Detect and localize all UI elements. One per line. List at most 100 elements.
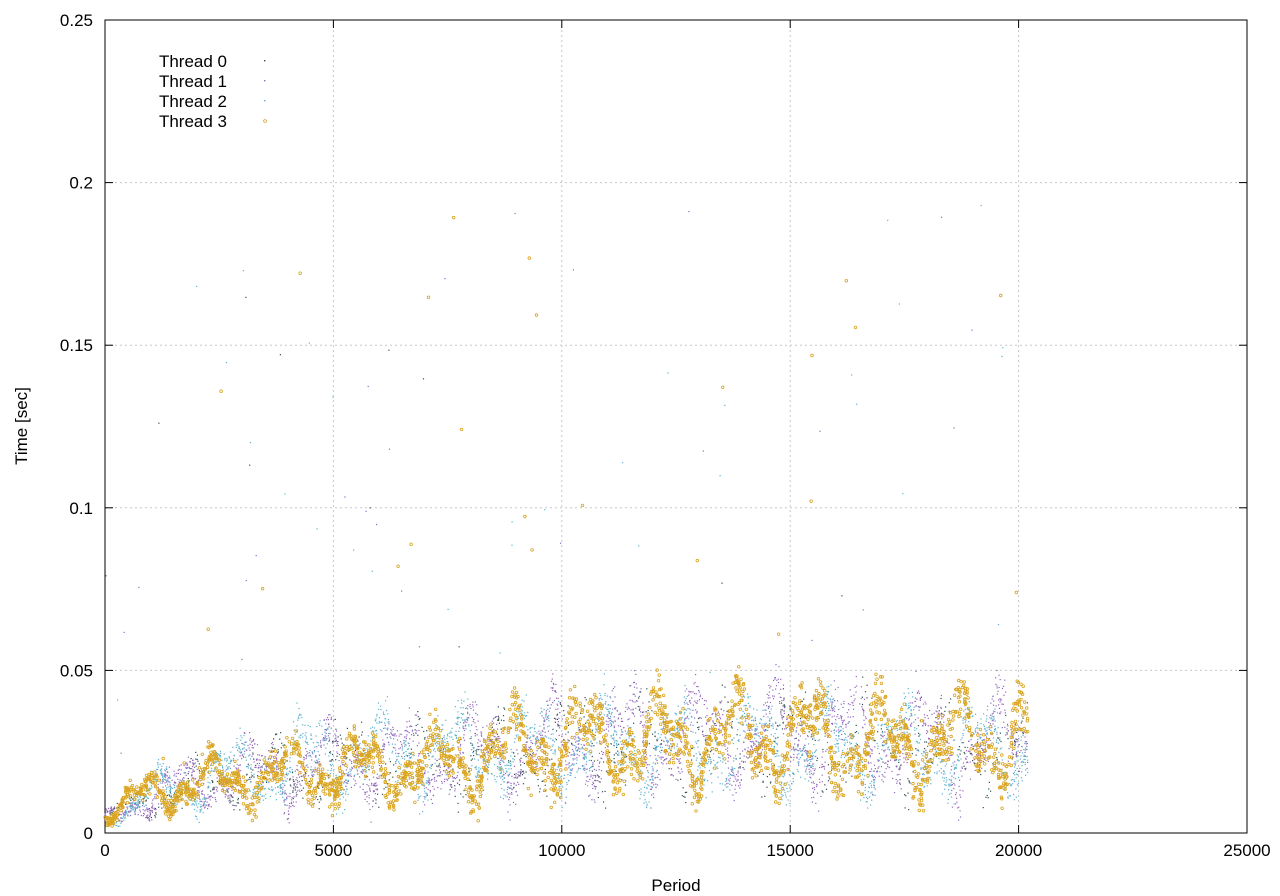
scatter-point bbox=[165, 775, 167, 777]
scatter-point bbox=[621, 779, 623, 781]
scatter-point bbox=[514, 741, 516, 743]
scatter-point bbox=[380, 709, 382, 711]
scatter-point bbox=[896, 782, 898, 784]
scatter-point bbox=[273, 750, 275, 752]
scatter-point bbox=[356, 751, 358, 753]
scatter-point bbox=[939, 713, 941, 715]
scatter-point bbox=[652, 762, 654, 764]
scatter-point bbox=[711, 782, 713, 784]
scatter-point bbox=[907, 758, 910, 760]
scatter-point bbox=[113, 809, 115, 811]
scatter-point bbox=[347, 773, 349, 775]
scatter-point bbox=[462, 751, 464, 754]
scatter-point bbox=[994, 725, 996, 727]
scatter-point bbox=[589, 753, 591, 755]
scatter-point bbox=[254, 766, 256, 768]
scatter-point bbox=[229, 794, 231, 796]
scatter-point bbox=[749, 696, 751, 698]
scatter-point bbox=[555, 718, 557, 720]
scatter-point bbox=[869, 771, 871, 773]
scatter-point bbox=[218, 761, 220, 763]
scatter-point bbox=[149, 810, 151, 812]
scatter-point bbox=[147, 808, 149, 810]
scatter-point bbox=[436, 780, 438, 782]
scatter-point bbox=[634, 761, 636, 763]
scatter-point bbox=[291, 772, 294, 774]
scatter-point bbox=[1004, 679, 1006, 681]
scatter-point bbox=[151, 811, 153, 814]
scatter-point bbox=[383, 748, 385, 750]
scatter-point bbox=[268, 750, 270, 752]
scatter-point bbox=[430, 798, 432, 800]
scatter-point bbox=[162, 786, 164, 788]
scatter-point bbox=[656, 784, 659, 786]
scatter-point bbox=[649, 788, 651, 790]
scatter-point bbox=[914, 733, 916, 735]
scatter-point bbox=[645, 780, 647, 782]
scatter-point bbox=[612, 734, 614, 736]
scatter-point bbox=[683, 722, 685, 724]
scatter-point bbox=[479, 740, 481, 742]
scatter-point bbox=[983, 738, 985, 741]
scatter-point bbox=[345, 758, 347, 760]
scatter-point bbox=[220, 752, 222, 754]
scatter-point bbox=[407, 748, 409, 751]
scatter-point bbox=[782, 705, 784, 707]
scatter-point bbox=[404, 756, 406, 758]
scatter-point bbox=[827, 780, 829, 782]
scatter-point bbox=[445, 774, 447, 776]
scatter-point bbox=[772, 689, 774, 691]
scatter-point bbox=[910, 713, 912, 715]
scatter-point bbox=[824, 761, 826, 763]
scatter-point bbox=[962, 790, 964, 792]
scatter-point bbox=[428, 784, 430, 786]
scatter-point bbox=[109, 810, 111, 812]
scatter-point bbox=[955, 792, 957, 794]
scatter-point bbox=[267, 758, 269, 760]
scatter-point bbox=[227, 795, 229, 797]
scatter-point bbox=[289, 778, 291, 780]
scatter-point bbox=[265, 767, 268, 769]
scatter-point bbox=[1019, 758, 1021, 760]
scatter-point bbox=[1010, 732, 1012, 734]
scatter-point bbox=[280, 747, 282, 749]
scatter-point bbox=[223, 753, 225, 755]
scatter-point bbox=[282, 786, 284, 788]
scatter-point bbox=[172, 803, 174, 805]
scatter-point bbox=[949, 754, 951, 757]
scatter-point bbox=[110, 812, 112, 814]
scatter-point bbox=[707, 780, 709, 782]
scatter-point bbox=[591, 755, 593, 758]
scatter-point bbox=[833, 680, 835, 682]
scatter-point bbox=[868, 786, 870, 788]
scatter-point bbox=[574, 776, 576, 779]
scatter-point bbox=[469, 703, 471, 706]
scatter-point bbox=[656, 760, 658, 762]
scatter-point bbox=[364, 793, 366, 795]
scatter-point bbox=[585, 740, 587, 742]
scatter-point bbox=[157, 779, 159, 781]
scatter-point bbox=[977, 722, 979, 724]
scatter-point bbox=[554, 690, 556, 692]
scatter-point bbox=[864, 787, 866, 789]
scatter-point bbox=[907, 792, 909, 794]
scatter-point bbox=[441, 738, 443, 740]
scatter-point bbox=[524, 777, 526, 779]
scatter-point bbox=[698, 726, 700, 728]
scatter-point bbox=[198, 791, 200, 793]
scatter-point bbox=[898, 768, 900, 770]
scatter-point bbox=[743, 768, 745, 770]
scatter-point bbox=[239, 755, 241, 757]
scatter-point bbox=[715, 740, 717, 742]
scatter-point bbox=[670, 750, 672, 752]
scatter-point bbox=[173, 792, 175, 794]
scatter-point bbox=[544, 790, 547, 792]
scatter-point bbox=[373, 783, 375, 785]
scatter-point bbox=[803, 759, 805, 761]
scatter-point bbox=[334, 738, 336, 740]
scatter-point bbox=[941, 216, 943, 218]
scatter-point bbox=[198, 770, 200, 772]
scatter-point bbox=[361, 734, 363, 736]
scatter-point bbox=[946, 779, 948, 781]
scatter-point bbox=[863, 712, 865, 714]
